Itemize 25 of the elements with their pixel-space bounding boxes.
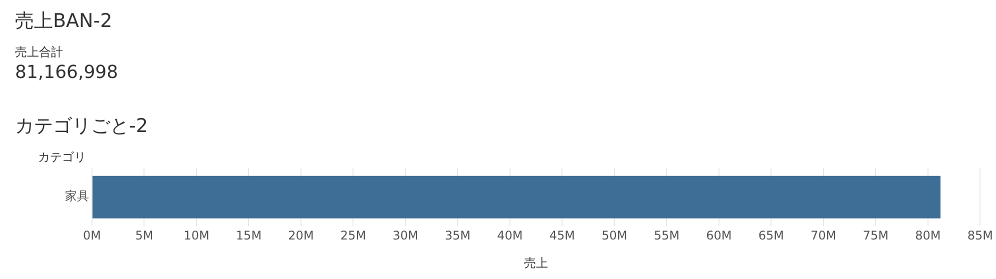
x-tick-label: 65M <box>758 228 784 243</box>
x-tick-label: 55M <box>654 228 680 243</box>
x-tick-label: 50M <box>602 228 628 243</box>
chart-title: カテゴリごと-2 <box>15 114 148 139</box>
x-tick-label: 45M <box>549 228 576 243</box>
x-tick-label: 0M <box>83 228 101 243</box>
text: 売上BAN-2 <box>15 9 112 34</box>
x-tick-label: 10M <box>184 228 210 243</box>
x-tick-label: 30M <box>392 228 418 243</box>
x-tick-label: 85M <box>967 228 993 243</box>
text: 81,166,998 <box>15 62 118 83</box>
x-tick-label: 25M <box>340 228 366 243</box>
x-tick-label: 40M <box>497 228 523 243</box>
x-axis-title: 売上 <box>524 256 548 270</box>
x-tick-label: 80M <box>915 228 941 243</box>
x-tick-label: 15M <box>236 228 262 243</box>
y-axis-title: カテゴリ <box>38 150 86 164</box>
y-tick-label: 家具 <box>65 189 89 204</box>
x-tick-label: 60M <box>706 228 732 243</box>
x-tick-label: 75M <box>862 228 889 243</box>
x-tick-label: 20M <box>288 228 314 243</box>
x-tick-label: 35M <box>444 228 471 243</box>
x-tick-label: 5M <box>135 228 154 243</box>
text: 売上合計 <box>15 44 63 61</box>
x-tick-label: 70M <box>810 228 836 243</box>
